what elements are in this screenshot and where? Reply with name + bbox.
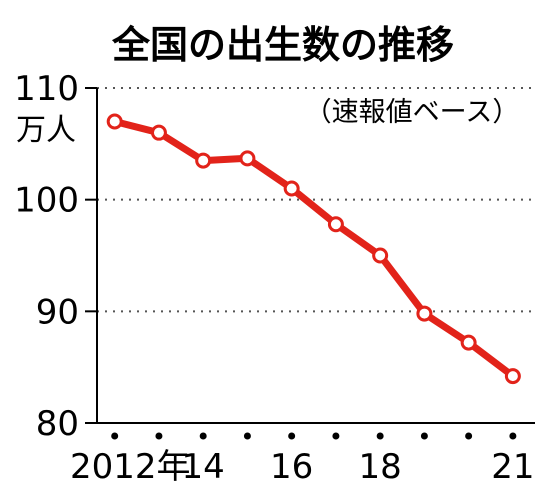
year-dot-2012 bbox=[111, 432, 119, 440]
y-axis-unit: 万人 bbox=[16, 113, 76, 148]
x-tick-label-2012: 2012年 bbox=[70, 447, 191, 487]
year-dot-2020 bbox=[465, 432, 473, 440]
year-dot-2016 bbox=[288, 432, 296, 440]
data-point-2019 bbox=[416, 305, 433, 322]
year-dot-2021 bbox=[509, 432, 517, 440]
series-line bbox=[111, 118, 517, 380]
series-births bbox=[106, 113, 521, 385]
data-point-2016 bbox=[283, 180, 300, 197]
y-tick-label-110: 110 bbox=[14, 69, 79, 109]
year-dot-2017 bbox=[332, 432, 340, 440]
x-tick-label-2014: 14 bbox=[182, 447, 225, 487]
x-tick-label-2021: 21 bbox=[491, 447, 534, 487]
data-point-2020 bbox=[460, 334, 477, 351]
data-point-2017 bbox=[327, 216, 344, 233]
y-tick-label-90: 90 bbox=[36, 292, 79, 332]
year-dot-2014 bbox=[199, 432, 207, 440]
year-dot-2013 bbox=[155, 432, 163, 440]
data-point-2018 bbox=[372, 247, 389, 264]
y-tick-label-80: 80 bbox=[36, 404, 79, 444]
data-point-2015 bbox=[239, 150, 256, 167]
chart-subtitle: （速報値ベース） bbox=[305, 97, 520, 128]
year-dot-2018 bbox=[376, 432, 384, 440]
data-point-2014 bbox=[195, 152, 212, 169]
chart-title: 全国の出生数の推移 bbox=[111, 23, 454, 67]
y-tick-label-100: 100 bbox=[14, 181, 79, 221]
year-dot-2019 bbox=[420, 432, 428, 440]
year-dot-2015 bbox=[243, 432, 251, 440]
axes bbox=[85, 87, 535, 440]
data-point-2012 bbox=[106, 113, 123, 130]
gridlines bbox=[97, 87, 535, 313]
data-point-2021 bbox=[504, 368, 521, 385]
data-point-2013 bbox=[150, 124, 167, 141]
x-tick-label-2018: 18 bbox=[359, 447, 402, 487]
x-tick-label-2016: 16 bbox=[270, 447, 313, 487]
